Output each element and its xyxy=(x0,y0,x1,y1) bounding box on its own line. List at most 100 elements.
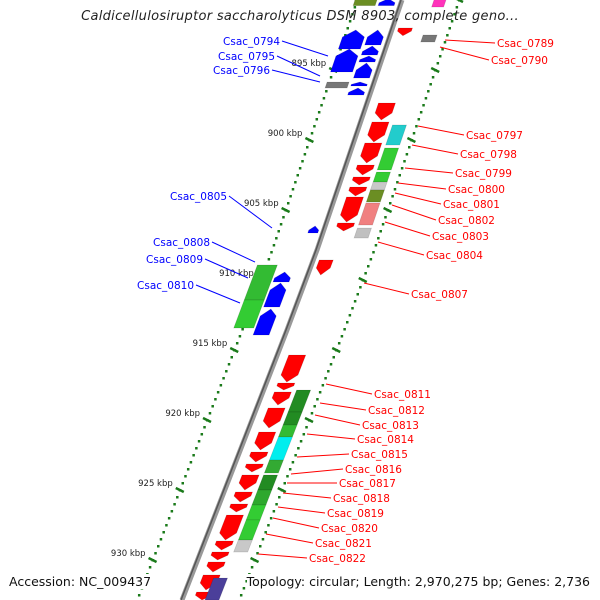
gene-label-csac-0805[interactable]: Csac_0805 xyxy=(170,191,227,203)
gene-feature[interactable] xyxy=(233,491,254,503)
gene-label-csac-0808[interactable]: Csac_0808 xyxy=(153,237,210,249)
gene-feature[interactable] xyxy=(237,519,261,541)
gene-feature[interactable] xyxy=(252,308,277,336)
tick-dot xyxy=(408,146,411,149)
gene-label-csac-0797[interactable]: Csac_0797 xyxy=(466,130,523,142)
gene-feature[interactable] xyxy=(324,81,350,89)
gene-feature[interactable] xyxy=(249,451,269,463)
gene-feature[interactable] xyxy=(257,474,279,491)
gene-label-csac-0789[interactable]: Csac_0789 xyxy=(497,38,554,50)
gene-feature[interactable] xyxy=(377,0,396,6)
gene-feature[interactable] xyxy=(287,389,312,413)
gene-feature[interactable] xyxy=(358,202,381,226)
gene-label-csac-0796[interactable]: Csac_0796 xyxy=(213,65,270,77)
gene-feature[interactable] xyxy=(262,407,286,429)
gene-feature[interactable] xyxy=(369,181,388,191)
gene-feature[interactable] xyxy=(431,0,447,8)
gene-feature[interactable] xyxy=(347,87,366,96)
gene-feature[interactable] xyxy=(360,142,383,164)
gene-feature[interactable] xyxy=(210,551,230,561)
gene-feature[interactable] xyxy=(263,459,284,474)
gene-feature[interactable] xyxy=(271,391,292,406)
gene-label-csac-0800[interactable]: Csac_0800 xyxy=(448,184,505,196)
gene-feature[interactable] xyxy=(364,29,384,46)
gene-feature[interactable] xyxy=(206,561,226,573)
gene-label-csac-0799[interactable]: Csac_0799 xyxy=(455,168,512,180)
gene-feature[interactable] xyxy=(367,121,390,143)
tick-dot xyxy=(176,496,179,499)
tick-dot xyxy=(361,279,365,282)
gene-feature[interactable] xyxy=(385,124,407,146)
gene-label-csac-0798[interactable]: Csac_0798 xyxy=(460,149,517,161)
gene-feature[interactable] xyxy=(204,577,229,600)
gene-feature[interactable] xyxy=(244,463,264,473)
gene-feature[interactable] xyxy=(280,354,307,383)
gene-label-csac-0809[interactable]: Csac_0809 xyxy=(146,254,203,266)
gene-feature[interactable] xyxy=(374,102,396,121)
gene-label-csac-0795[interactable]: Csac_0795 xyxy=(218,51,275,63)
gene-feature[interactable] xyxy=(358,55,377,63)
gene-feature[interactable] xyxy=(337,29,365,50)
gene-feature[interactable] xyxy=(351,176,371,186)
gene-label-csac-0803[interactable]: Csac_0803 xyxy=(432,231,489,243)
gene-feature[interactable] xyxy=(219,514,245,541)
gene-feature[interactable] xyxy=(233,299,265,329)
gene-feature[interactable] xyxy=(348,186,368,197)
gene-feature[interactable] xyxy=(397,27,413,37)
gene-feature[interactable] xyxy=(251,489,273,506)
gene-feature[interactable] xyxy=(339,196,365,223)
gene-feature[interactable] xyxy=(263,282,287,308)
gene-feature[interactable] xyxy=(420,34,438,43)
gene-feature[interactable] xyxy=(307,225,320,234)
gene-feature[interactable] xyxy=(353,227,372,239)
gene-label-csac-0804[interactable]: Csac_0804 xyxy=(426,250,483,262)
gene-label-csac-0814[interactable]: Csac_0814 xyxy=(357,434,414,446)
tick-dot xyxy=(297,447,300,450)
gene-label-csac-0794[interactable]: Csac_0794 xyxy=(223,36,280,48)
tick-dot xyxy=(259,545,262,548)
gene-feature[interactable] xyxy=(277,424,298,438)
gene-feature[interactable] xyxy=(229,503,249,513)
gene-label-csac-0815[interactable]: Csac_0815 xyxy=(351,449,408,461)
gene-label-csac-0820[interactable]: Csac_0820 xyxy=(321,523,378,535)
gene-label-csac-0816[interactable]: Csac_0816 xyxy=(345,464,402,476)
gene-label-csac-0813[interactable]: Csac_0813 xyxy=(362,420,419,432)
gene-feature[interactable] xyxy=(352,62,373,79)
gene-label-csac-0822[interactable]: Csac_0822 xyxy=(309,553,366,565)
gene-label-csac-0821[interactable]: Csac_0821 xyxy=(315,538,372,550)
gene-feature[interactable] xyxy=(365,189,385,203)
gene-feature[interactable] xyxy=(214,540,234,551)
gene-feature[interactable] xyxy=(282,411,303,426)
gene-feature[interactable] xyxy=(350,81,368,87)
gene-label-csac-0811[interactable]: Csac_0811 xyxy=(374,389,431,401)
gene-feature[interactable] xyxy=(355,164,375,176)
gene-label-csac-0810[interactable]: Csac_0810 xyxy=(137,280,194,292)
backbone xyxy=(179,0,405,600)
gene-label-csac-0812[interactable]: Csac_0812 xyxy=(368,405,425,417)
gene-feature[interactable] xyxy=(238,474,260,491)
gene-label-csac-0819[interactable]: Csac_0819 xyxy=(327,508,384,520)
tick-dot xyxy=(284,209,288,212)
label-leader-line xyxy=(404,167,454,174)
gene-label-csac-0817[interactable]: Csac_0817 xyxy=(339,478,396,490)
gene-feature[interactable] xyxy=(254,431,277,451)
gene-feature[interactable] xyxy=(360,45,379,56)
gene-feature[interactable] xyxy=(276,382,296,391)
gene-feature[interactable] xyxy=(272,271,291,283)
tick-dot xyxy=(211,405,214,408)
gene-feature[interactable] xyxy=(376,147,400,171)
gene-label-csac-0801[interactable]: Csac_0801 xyxy=(443,199,500,211)
gene-feature[interactable] xyxy=(233,539,253,553)
gene-feature[interactable] xyxy=(330,48,359,73)
gene-feature[interactable] xyxy=(315,259,334,276)
gene-feature[interactable] xyxy=(245,504,267,521)
tick-dot xyxy=(170,510,174,513)
gene-feature[interactable] xyxy=(352,0,378,6)
gene-feature[interactable] xyxy=(372,171,391,183)
gene-label-csac-0818[interactable]: Csac_0818 xyxy=(333,493,390,505)
gene-label-csac-0802[interactable]: Csac_0802 xyxy=(438,215,495,227)
gene-label-csac-0807[interactable]: Csac_0807 xyxy=(411,289,468,301)
gene-label-csac-0790[interactable]: Csac_0790 xyxy=(491,55,548,67)
gene-feature[interactable] xyxy=(336,222,356,232)
